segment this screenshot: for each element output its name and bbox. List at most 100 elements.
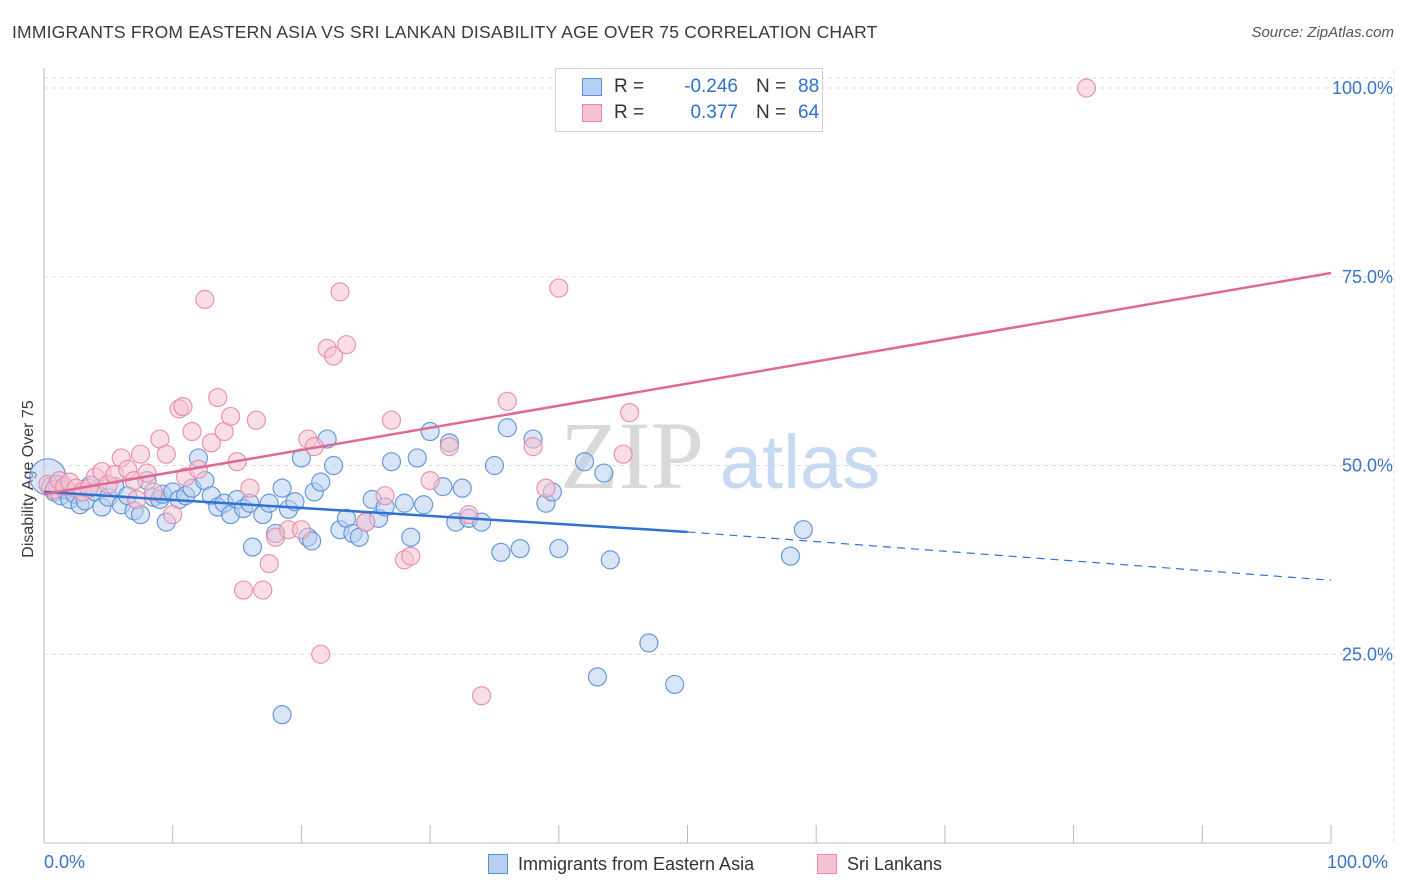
data-point xyxy=(639,633,659,653)
x-axis-min-label: 0.0% xyxy=(44,852,86,872)
chart-title: IMMIGRANTS FROM EASTERN ASIA VS SRI LANK… xyxy=(12,22,878,42)
data-point xyxy=(143,482,163,502)
data-point xyxy=(182,421,202,442)
correlation-legend: R = -0.246 N = 88 R = 0.377 N = 64 xyxy=(555,68,823,132)
legend-n-label: N = xyxy=(756,102,787,123)
data-point xyxy=(311,472,331,492)
data-point xyxy=(375,486,395,506)
data-point xyxy=(491,542,511,562)
data-point xyxy=(574,452,595,472)
legend-swatch-blue xyxy=(582,78,602,96)
data-point xyxy=(356,512,376,532)
data-point xyxy=(619,403,640,423)
y-tick-labels: 25.0% 50.0% 75.0% 100.0% xyxy=(1332,78,1393,664)
data-point xyxy=(471,686,492,706)
data-point xyxy=(242,537,263,557)
y-tick-label: 25.0% xyxy=(1342,644,1393,664)
data-point xyxy=(208,387,228,408)
legend-r-label: R = xyxy=(614,76,645,97)
data-point xyxy=(311,644,331,664)
data-point xyxy=(497,391,517,411)
data-point xyxy=(330,282,350,302)
data-point xyxy=(323,346,344,366)
bottom-legend-swatch-blue xyxy=(488,854,508,874)
data-point xyxy=(420,421,440,442)
data-point xyxy=(407,448,427,468)
data-point xyxy=(523,437,543,457)
watermark: ZIP atlas xyxy=(560,402,880,509)
legend-n-value: 88 xyxy=(798,76,820,97)
data-point xyxy=(272,705,292,725)
legend-r-label: R = xyxy=(614,102,645,123)
trend-line-sri-lankans xyxy=(43,271,1332,496)
legend-r-value: 0.377 xyxy=(690,102,738,123)
watermark-atlas: atlas xyxy=(720,420,881,505)
data-point xyxy=(497,418,517,438)
data-point xyxy=(336,335,357,355)
data-point xyxy=(240,478,260,498)
y-tick-label: 100.0% xyxy=(1332,78,1393,98)
series-eastern-asia xyxy=(29,418,813,725)
axes xyxy=(43,68,1332,844)
data-point xyxy=(594,463,614,483)
data-point xyxy=(452,478,472,498)
data-point xyxy=(323,455,344,476)
data-point xyxy=(549,538,569,559)
data-point xyxy=(484,455,505,476)
bottom-legend-swatch-pink xyxy=(817,854,837,874)
data-point xyxy=(780,546,801,566)
data-point xyxy=(259,554,279,574)
trend-extension-eastern-asia xyxy=(687,531,1332,581)
data-point xyxy=(793,520,813,540)
data-point xyxy=(173,397,193,417)
data-point xyxy=(137,463,157,483)
data-point xyxy=(195,289,215,309)
data-point xyxy=(233,580,254,600)
legend-n-label: N = xyxy=(756,76,787,97)
data-point xyxy=(665,674,685,695)
data-point xyxy=(127,489,147,510)
x-axis-max-label: 100.0% xyxy=(1327,852,1389,872)
data-point xyxy=(259,493,279,513)
data-point xyxy=(201,433,221,453)
data-point xyxy=(587,667,608,687)
legend-r-value: -0.246 xyxy=(684,76,738,97)
data-point xyxy=(420,471,440,491)
legend-swatch-pink xyxy=(582,104,602,122)
data-point xyxy=(439,437,460,457)
data-point xyxy=(394,493,414,513)
data-point xyxy=(459,504,479,525)
data-point xyxy=(536,478,556,498)
data-point xyxy=(253,580,273,600)
data-point xyxy=(414,495,434,515)
data-point xyxy=(246,410,266,430)
data-point xyxy=(221,406,241,427)
series-sri-lankans xyxy=(38,78,1097,706)
legend-row-eastern-asia: R = -0.246 N = 88 xyxy=(582,75,819,99)
data-point xyxy=(381,452,402,472)
data-point xyxy=(130,444,151,464)
data-point xyxy=(163,504,183,525)
data-point xyxy=(613,444,633,464)
data-point xyxy=(401,527,421,547)
data-point xyxy=(381,410,402,430)
bottom-legend-label: Immigrants from Eastern Asia xyxy=(518,853,755,874)
legend-row-sri-lankans: R = 0.377 N = 64 xyxy=(582,101,819,125)
trend-lines xyxy=(43,271,1332,581)
bottom-legend-label: Sri Lankans xyxy=(847,853,943,874)
data-point xyxy=(272,478,292,498)
data-point xyxy=(510,538,530,559)
bottom-legend-eastern-asia[interactable]: Immigrants from Eastern Asia xyxy=(488,852,754,876)
data-point xyxy=(291,520,311,540)
legend-n-value: 64 xyxy=(798,102,820,123)
data-point xyxy=(1076,78,1097,98)
data-point xyxy=(600,550,620,570)
bottom-legend-sri-lankans[interactable]: Sri Lankans xyxy=(817,852,942,876)
source-label: Source: ZipAtlas.com xyxy=(1251,24,1394,41)
trend-line-eastern-asia xyxy=(43,490,688,534)
data-point xyxy=(156,444,176,464)
y-tick-label: 50.0% xyxy=(1342,456,1393,476)
data-point xyxy=(549,278,569,298)
data-point xyxy=(401,546,421,566)
